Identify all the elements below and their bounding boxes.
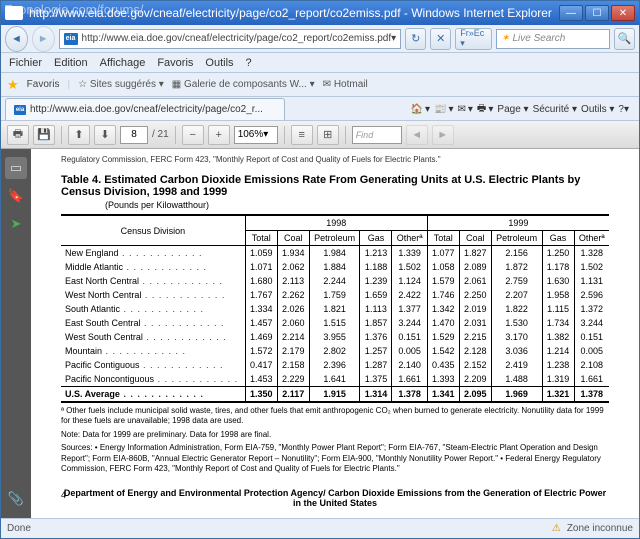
- home-button[interactable]: 🏠▾: [411, 101, 430, 118]
- menu-file[interactable]: Fichier: [9, 57, 42, 69]
- col-year-1998: 1998: [245, 215, 427, 231]
- stop-button[interactable]: ✕: [430, 28, 451, 50]
- table-row: Pacific Noncontiguous1.4532.2291.6411.37…: [61, 372, 609, 387]
- table-row: East South Central1.4572.0601.5151.8573.…: [61, 316, 609, 330]
- status-zone: Zone inconnue: [567, 523, 633, 534]
- col-petroleum: Petroleum: [491, 231, 542, 246]
- menu-tools[interactable]: Outils: [205, 57, 233, 69]
- truncated-header: Regulatory Commission, FERC Form 423, "M…: [61, 155, 609, 164]
- pdf-share-icon[interactable]: ➤: [5, 213, 27, 235]
- table-row-average: U.S. Average1.3502.1171.9151.3141.3781.3…: [61, 387, 609, 403]
- mail-button[interactable]: ✉▾: [458, 101, 473, 118]
- col-coal: Coal: [277, 231, 309, 246]
- col-year-1999: 1999: [427, 215, 609, 231]
- table-row: New England1.0591.9341.9841.2131.3391.07…: [61, 246, 609, 261]
- pdf-page-total: / 21: [152, 129, 169, 140]
- status-done: Done: [7, 523, 31, 534]
- fav-hotmail[interactable]: ✉ Hotmail: [323, 79, 368, 90]
- tab-title: http://www.eia.doe.gov/cneaf/electricity…: [30, 104, 263, 115]
- forward-button[interactable]: ►: [32, 26, 55, 52]
- pdf-page-down-icon[interactable]: ⬇: [94, 125, 116, 145]
- pdf-save-icon[interactable]: 💾: [33, 125, 55, 145]
- pdf-page-input[interactable]: [120, 126, 148, 144]
- table-subtitle: (Pounds per Kilowatthour): [105, 200, 609, 210]
- search-input[interactable]: ✶ Live Search: [496, 29, 610, 49]
- table-title: Table 4. Estimated Carbon Dioxide Emissi…: [61, 174, 609, 198]
- minimize-button[interactable]: —: [559, 5, 583, 21]
- menu-help[interactable]: ?: [246, 57, 252, 69]
- fav-gallery[interactable]: ▦ Galerie de composants W... ▾: [172, 79, 315, 90]
- favorites-label[interactable]: Favoris: [27, 79, 60, 90]
- table-row: East North Central1.6802.1132.2441.2391.…: [61, 274, 609, 288]
- menu-edit[interactable]: Edition: [54, 57, 88, 69]
- footnote-sources: Sources: • Energy Information Administra…: [61, 443, 609, 474]
- tools-menu[interactable]: Outils ▾: [581, 101, 614, 118]
- col-total: Total: [245, 231, 277, 246]
- encoding-button[interactable]: Fr»Ec ▾: [455, 28, 492, 50]
- col-gas: Gas: [360, 231, 392, 246]
- menu-bar: Fichier Edition Affichage Favoris Outils…: [1, 53, 639, 73]
- col-otherª: Otherª: [574, 231, 609, 246]
- col-total: Total: [427, 231, 459, 246]
- address-bar[interactable]: eia http://www.eia.doe.gov/cneaf/electri…: [59, 29, 402, 49]
- col-division: Census Division: [61, 215, 245, 246]
- col-otherª: Otherª: [392, 231, 427, 246]
- table-row: Mountain1.5722.1792.8021.2570.0051.5422.…: [61, 344, 609, 358]
- pdf-find-prev-icon[interactable]: ◄: [406, 125, 428, 145]
- page-number: 4: [61, 490, 609, 500]
- favorites-star-icon[interactable]: ★: [7, 77, 19, 93]
- table-row: Middle Atlantic1.0712.0621.8841.1881.502…: [61, 260, 609, 274]
- table-row: West South Central1.4692.2143.9551.3760.…: [61, 330, 609, 344]
- col-gas: Gas: [542, 231, 574, 246]
- pdf-tool2-icon[interactable]: ⊞: [317, 125, 339, 145]
- pdf-find-input[interactable]: Find: [352, 126, 402, 144]
- table-row: Pacific Contiguous0.4172.1582.3961.2872.…: [61, 358, 609, 372]
- pdf-zoom-select[interactable]: 106% ▾: [234, 126, 278, 144]
- search-go-button[interactable]: 🔍: [614, 28, 635, 50]
- tab-favicon: eia: [14, 105, 26, 115]
- pdf-tool1-icon[interactable]: ≡: [291, 125, 313, 145]
- menu-view[interactable]: Affichage: [100, 57, 146, 69]
- back-button[interactable]: ◄: [5, 26, 28, 52]
- page-menu[interactable]: Page ▾: [497, 101, 528, 118]
- table-row: West North Central1.7672.2621.7591.6592.…: [61, 288, 609, 302]
- refresh-button[interactable]: ↻: [405, 28, 426, 50]
- zone-icon: ⚠: [552, 523, 561, 534]
- table-row: South Atlantic1.3342.0261.8211.1131.3771…: [61, 302, 609, 316]
- pdf-zoom-out-icon[interactable]: −: [182, 125, 204, 145]
- rss-button[interactable]: 📰▾: [434, 101, 453, 118]
- pdf-find-next-icon[interactable]: ►: [432, 125, 454, 145]
- fav-suggested[interactable]: ☆ Sites suggérés ▾: [78, 79, 164, 90]
- help-menu[interactable]: ?▾: [618, 101, 629, 118]
- watermark-text: Econologie.com/forums/: [4, 2, 143, 17]
- col-coal: Coal: [459, 231, 491, 246]
- pdf-page-up-icon[interactable]: ⬆: [68, 125, 90, 145]
- print-button[interactable]: 🖶▾: [477, 101, 493, 118]
- pdf-print-icon[interactable]: 🖶: [7, 125, 29, 145]
- footnote-note: Note: Data for 1999 are preliminary. Dat…: [61, 430, 609, 440]
- address-url: http://www.eia.doe.gov/cneaf/electricity…: [82, 33, 392, 44]
- pdf-document: Regulatory Commission, FERC Form 423, "M…: [31, 149, 639, 518]
- pdf-bookmarks-icon[interactable]: 🔖: [5, 185, 27, 207]
- pdf-pages-panel-icon[interactable]: ▭: [5, 157, 27, 179]
- col-petroleum: Petroleum: [309, 231, 360, 246]
- emissions-table: Census Division 1998 1999 TotalCoalPetro…: [61, 214, 609, 403]
- maximize-button[interactable]: ☐: [585, 5, 609, 21]
- pdf-zoom-in-icon[interactable]: +: [208, 125, 230, 145]
- security-menu[interactable]: Sécurité ▾: [533, 101, 577, 118]
- pdf-attach-icon[interactable]: 📎: [5, 488, 27, 510]
- menu-favorites[interactable]: Favoris: [157, 57, 193, 69]
- close-button[interactable]: ✕: [611, 5, 635, 21]
- browser-tab[interactable]: eia http://www.eia.doe.gov/cneaf/electri…: [5, 98, 285, 120]
- eia-favicon: eia: [64, 33, 78, 45]
- footnote-a: ª Other fuels include municipal solid wa…: [61, 406, 609, 427]
